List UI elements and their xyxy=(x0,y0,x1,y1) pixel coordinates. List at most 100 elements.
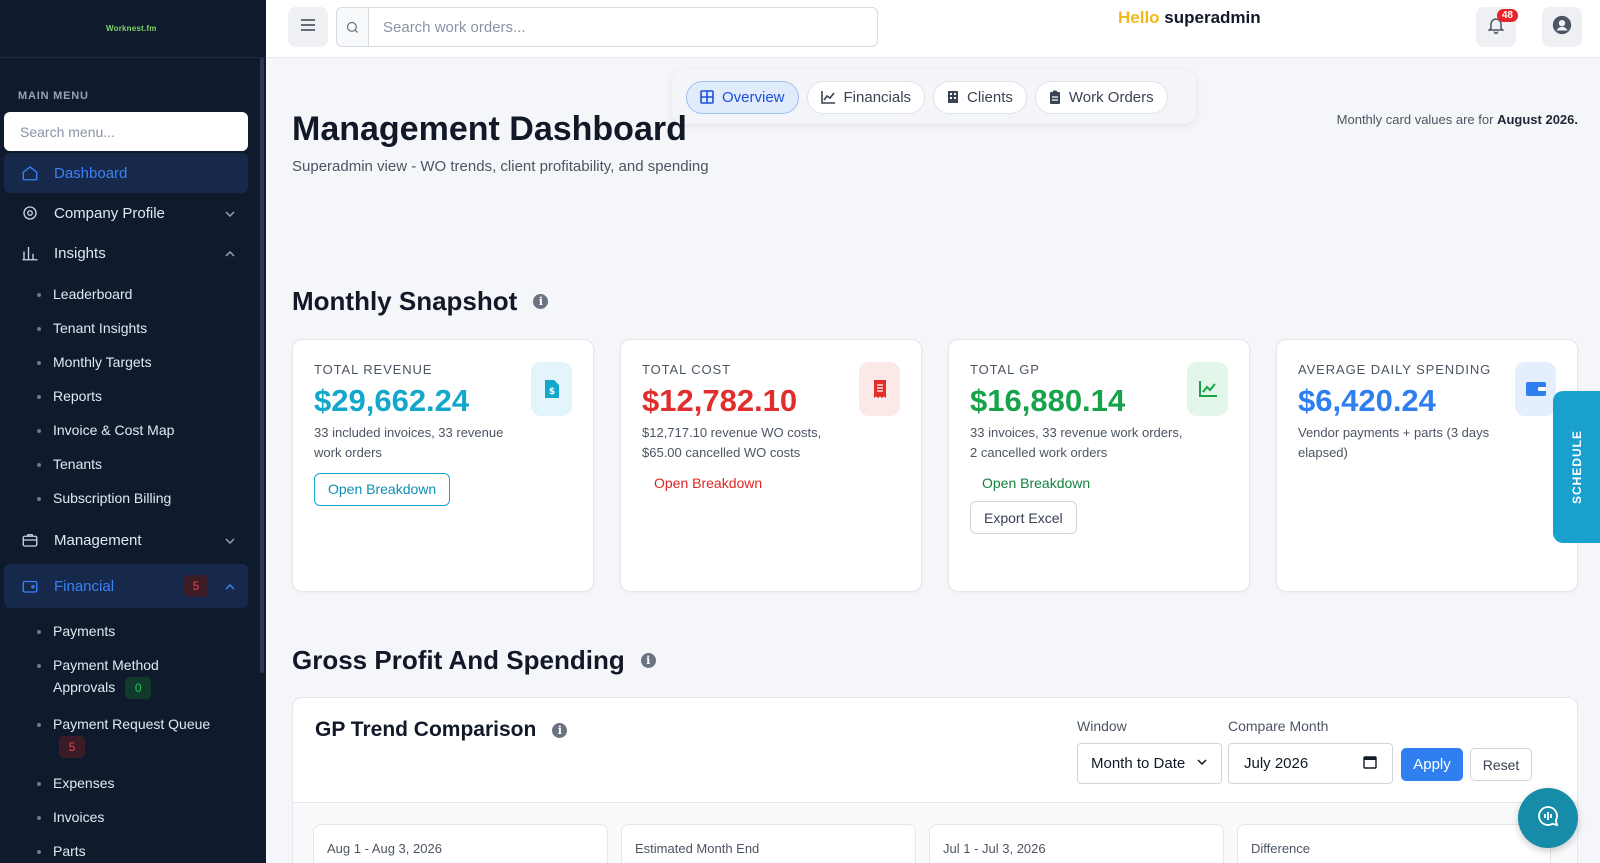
chevron-down-icon xyxy=(224,207,236,224)
open-breakdown-button[interactable]: Open Breakdown xyxy=(314,473,451,506)
sidebar-item-label: Dashboard xyxy=(54,164,128,182)
work-order-search xyxy=(336,7,878,47)
sidebar-subitem-payment-method-approvals[interactable]: Payment Method Approvals 0 xyxy=(0,654,266,699)
brand: Worknest.fm xyxy=(0,0,266,58)
card-value: $12,782.10 xyxy=(642,383,798,418)
line-chart-icon xyxy=(820,90,836,104)
schedule-label: SCHEDULE xyxy=(1569,429,1584,505)
compare-month-value: July 2026 xyxy=(1244,755,1309,772)
open-breakdown-button[interactable]: Open Breakdown xyxy=(642,475,774,491)
sidebar-item-company-profile[interactable]: Company Profile xyxy=(4,193,248,233)
menu-toggle-button[interactable] xyxy=(288,7,328,47)
sidebar-subitem-expenses[interactable]: Expenses xyxy=(0,772,266,794)
sidebar-item-dashboard[interactable]: Dashboard xyxy=(4,153,248,193)
chat-icon xyxy=(1536,804,1560,833)
sidebar-subitem-payment-request-queue[interactable]: Payment Request Queue 5 xyxy=(0,713,266,758)
sidebar-item-label: Management xyxy=(54,531,142,549)
sidebar-item-label: Financial xyxy=(54,577,115,595)
gear-icon xyxy=(20,203,40,223)
sidebar-subitem-invoices[interactable]: Invoices xyxy=(0,806,266,828)
user-circle-icon xyxy=(1551,14,1573,41)
reset-button[interactable]: Reset xyxy=(1470,748,1532,781)
tab-label: Work Orders xyxy=(1068,88,1154,106)
panel-title: GP Trend Comparison i xyxy=(315,718,568,742)
sidebar-subitem-leaderboard[interactable]: Leaderboard xyxy=(0,283,266,305)
sidebar-subitem-parts[interactable]: Parts xyxy=(0,840,266,862)
card-label: TOTAL REVENUE xyxy=(314,362,433,377)
card-description: $12,717.10 revenue WO costs, $65.00 canc… xyxy=(642,425,822,460)
compare-month-input[interactable]: July 2026 xyxy=(1228,743,1393,784)
greeting: Hello superadmin xyxy=(1118,8,1261,28)
search-input[interactable] xyxy=(368,7,878,47)
estimated-month-end-card: Estimated Month End xyxy=(621,824,916,863)
search-icon[interactable] xyxy=(336,7,368,47)
page-title: Management Dashboard xyxy=(292,110,687,148)
insights-submenu: Leaderboard Tenant Insights Monthly Targ… xyxy=(0,283,266,509)
brand-logo[interactable]: Worknest.fm xyxy=(106,24,157,33)
chevron-down-icon xyxy=(224,534,236,551)
divider xyxy=(293,802,1577,803)
financial-submenu: Payments Payment Method Approvals 0 Paym… xyxy=(0,620,266,862)
export-excel-button[interactable]: Export Excel xyxy=(970,501,1077,534)
grid-icon xyxy=(700,90,714,104)
apply-button[interactable]: Apply xyxy=(1401,748,1463,781)
info-icon[interactable]: i xyxy=(533,294,549,309)
sidebar-subitem-monthly-targets[interactable]: Monthly Targets xyxy=(0,351,266,373)
page-subtitle: Superadmin view - WO trends, client prof… xyxy=(292,158,709,175)
total-cost-card: TOTAL COST $12,782.10 $12,717.10 revenue… xyxy=(620,339,922,592)
sidebar-scrollbar[interactable] xyxy=(260,58,264,673)
sidebar-subitem-invoice-cost-map[interactable]: Invoice & Cost Map xyxy=(0,419,266,441)
total-gp-card: TOTAL GP $16,880.14 33 invoices, 33 reve… xyxy=(948,339,1250,592)
card-value: $29,662.24 xyxy=(314,383,470,418)
chevron-up-icon xyxy=(224,580,236,597)
briefcase-icon xyxy=(20,530,40,550)
clipboard-icon xyxy=(1049,90,1061,104)
card-description: 33 invoices, 33 revenue work orders, 2 c… xyxy=(970,425,1183,460)
tab-overview[interactable]: Overview xyxy=(686,80,799,114)
info-icon[interactable]: i xyxy=(640,653,656,668)
sidebar-subitem-tenants[interactable]: Tenants xyxy=(0,453,266,475)
sidebar-item-financial[interactable]: Financial 5 xyxy=(4,564,248,608)
section-title-text: Gross Profit And Spending xyxy=(292,645,625,675)
building-icon xyxy=(947,90,959,104)
receipt-icon xyxy=(859,362,900,416)
sidebar-subitem-payments[interactable]: Payments xyxy=(0,620,266,642)
sidebar-subitem-tenant-insights[interactable]: Tenant Insights xyxy=(0,317,266,339)
tab-clients[interactable]: Clients xyxy=(933,80,1027,114)
sidebar-item-insights[interactable]: Insights xyxy=(4,233,248,273)
info-icon[interactable]: i xyxy=(552,722,568,738)
trend-chart-icon xyxy=(1187,362,1228,416)
chat-button[interactable] xyxy=(1518,788,1578,848)
notifications-button[interactable]: 48 xyxy=(1476,7,1518,47)
topbar: Hello superadmin 48 xyxy=(266,0,1600,58)
average-daily-spending-card: AVERAGE DAILY SPENDING $6,420.24 Vendor … xyxy=(1276,339,1578,592)
window-select[interactable]: Month to Date xyxy=(1077,743,1222,784)
account-button[interactable] xyxy=(1542,7,1582,47)
sidebar-search-input[interactable] xyxy=(4,112,248,151)
subitem-label: Payment Request Queue xyxy=(53,716,211,732)
tab-work-orders[interactable]: Work Orders xyxy=(1034,80,1168,114)
card-description: 33 included invoices, 33 revenue work or… xyxy=(314,425,504,460)
open-breakdown-button[interactable]: Open Breakdown xyxy=(970,475,1102,491)
card-label: TOTAL GP xyxy=(970,362,1040,377)
section-title-text: Monthly Snapshot xyxy=(292,286,518,316)
monthly-snapshot-heading: Monthly Snapshot i xyxy=(292,286,549,317)
total-revenue-card: TOTAL REVENUE $29,662.24 33 included inv… xyxy=(292,339,594,592)
gp-trend-panel: GP Trend Comparison i Window Compare Mon… xyxy=(292,697,1578,863)
greeting-username: superadmin xyxy=(1164,8,1261,27)
schedule-tab[interactable]: SCHEDULE xyxy=(1553,391,1600,543)
panel-title-text: GP Trend Comparison xyxy=(315,718,537,741)
sidebar-item-management[interactable]: Management xyxy=(4,520,248,560)
sidebar-item-label: Company Profile xyxy=(54,204,165,222)
card-label: AVERAGE DAILY SPENDING xyxy=(1298,362,1492,377)
month-note-month: August 2026. xyxy=(1497,112,1578,127)
sidebar-subitem-reports[interactable]: Reports xyxy=(0,385,266,407)
sidebar-subitem-subscription-billing[interactable]: Subscription Billing xyxy=(0,487,266,509)
tab-label: Financials xyxy=(843,88,912,106)
snapshot-cards: TOTAL REVENUE $29,662.24 33 included inv… xyxy=(292,339,1578,592)
dashboard-tabs: Overview Financials Clients Work Orders xyxy=(672,70,1196,124)
window-label: Window xyxy=(1077,718,1127,734)
calendar-icon[interactable] xyxy=(1363,755,1377,773)
subitem-label-line1: Payment Method xyxy=(53,657,159,673)
tab-financials[interactable]: Financials xyxy=(806,80,926,114)
